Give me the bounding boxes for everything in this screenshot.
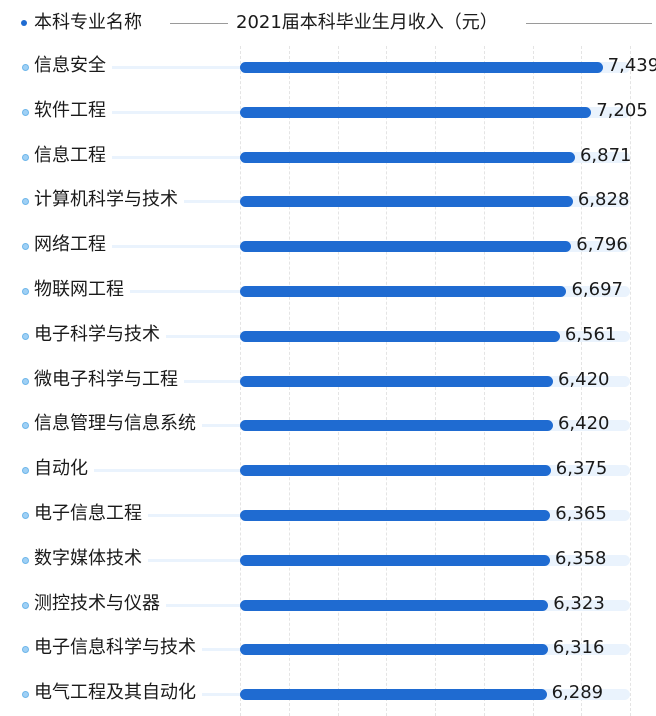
grid-line <box>630 46 631 716</box>
row-bullet-icon <box>22 377 29 385</box>
row-bullet-icon <box>22 556 29 564</box>
bar-row: 微电子科学与工程 6,420 <box>0 359 656 403</box>
value-axis-title: 2021届本科毕业生月收入（元） <box>236 12 498 33</box>
bar-row: 电子信息工程 6,365 <box>0 493 656 537</box>
bar[interactable] <box>240 196 573 208</box>
value-label: 6,365 <box>555 503 607 524</box>
row-connector-line <box>34 110 240 114</box>
category-label: 微电子科学与工程 <box>34 366 184 393</box>
category-label: 信息安全 <box>34 53 112 79</box>
category-label: 物联网工程 <box>34 277 130 303</box>
header-divider-right <box>526 23 652 24</box>
bar[interactable] <box>240 599 549 611</box>
bar[interactable] <box>240 420 553 432</box>
row-bullet-icon <box>22 64 29 71</box>
bar[interactable] <box>240 375 553 387</box>
value-label: 6,316 <box>552 637 605 659</box>
row-bullet-icon <box>22 467 29 475</box>
category-label: 自动化 <box>34 456 94 483</box>
bar[interactable] <box>240 644 548 656</box>
bar-row: 自动化 6,375 <box>0 448 656 492</box>
bar[interactable] <box>240 241 572 253</box>
row-bullet-icon <box>22 601 29 609</box>
bar[interactable] <box>240 106 592 118</box>
value-label: 6,358 <box>554 547 607 569</box>
category-label: 软件工程 <box>34 97 112 124</box>
bar-row: 网络工程 6,796 <box>0 224 656 268</box>
category-label: 电子信息工程 <box>34 501 148 527</box>
bar-row: 计算机科学与技术 6,828 <box>0 179 656 223</box>
value-label: 6,375 <box>555 458 608 480</box>
bar-row: 数字媒体技术 6,358 <box>0 538 656 582</box>
value-label: 6,420 <box>557 413 610 435</box>
value-label: 7,205 <box>596 99 648 121</box>
category-label: 数字媒体技术 <box>34 545 148 572</box>
row-bullet-icon <box>22 243 29 251</box>
bar[interactable] <box>240 689 547 701</box>
category-label: 测控技术与仪器 <box>34 590 166 617</box>
value-label: 7,439 <box>607 55 656 76</box>
category-label: 网络工程 <box>34 232 112 259</box>
row-bullet-icon <box>22 422 29 430</box>
row-bullet-icon <box>22 288 29 295</box>
value-label: 6,323 <box>553 592 605 614</box>
value-label: 6,561 <box>564 323 617 345</box>
row-connector-line <box>34 245 240 249</box>
row-bullet-icon <box>22 646 29 654</box>
bar-row: 信息安全 7,439 <box>0 45 656 89</box>
category-label: 信息工程 <box>34 142 112 169</box>
header-divider-left <box>170 23 228 24</box>
chart-header: 本科专业名称 2021届本科毕业生月收入（元） <box>0 8 656 38</box>
bar[interactable] <box>240 554 550 566</box>
row-bullet-icon <box>22 153 29 161</box>
value-label: 6,796 <box>576 234 628 256</box>
header-bullet-icon <box>21 20 27 26</box>
row-bullet-icon <box>22 108 29 116</box>
category-label: 计算机科学与技术 <box>34 187 184 214</box>
row-connector-line <box>34 290 240 293</box>
value-label: 6,828 <box>577 189 630 211</box>
value-label: 6,420 <box>557 368 610 390</box>
row-connector-line <box>34 469 240 473</box>
bar-row: 软件工程 7,205 <box>0 90 656 134</box>
value-label: 6,697 <box>571 279 623 300</box>
bar-row: 电子信息科学与技术 6,316 <box>0 627 656 671</box>
bar[interactable] <box>240 465 551 477</box>
bar[interactable] <box>240 62 603 73</box>
category-label: 电子信息科学与技术 <box>34 635 202 662</box>
bar-row: 信息管理与信息系统 6,420 <box>0 403 656 447</box>
bar[interactable] <box>240 286 567 297</box>
bar[interactable] <box>240 151 575 163</box>
value-label: 6,871 <box>579 144 632 166</box>
bar[interactable] <box>240 330 560 342</box>
bar-row: 测控技术与仪器 6,323 <box>0 583 656 627</box>
category-label: 信息管理与信息系统 <box>34 411 202 438</box>
bar-row: 信息工程 6,871 <box>0 135 656 179</box>
bar-row: 物联网工程 6,697 <box>0 269 656 313</box>
row-bullet-icon <box>22 691 29 699</box>
row-connector-line <box>34 66 240 69</box>
bar-row: 电气工程及其自动化 6,289 <box>0 672 656 716</box>
category-axis-title: 本科专业名称 <box>34 12 142 33</box>
category-label: 电气工程及其自动化 <box>34 680 202 707</box>
bar-row: 电子科学与技术 6,561 <box>0 314 656 358</box>
row-bullet-icon <box>22 332 29 340</box>
row-connector-line <box>34 155 240 159</box>
row-bullet-icon <box>22 198 29 206</box>
row-bullet-icon <box>22 512 29 519</box>
bar[interactable] <box>240 510 551 521</box>
value-label: 6,289 <box>551 682 604 704</box>
category-label: 电子科学与技术 <box>34 321 166 348</box>
